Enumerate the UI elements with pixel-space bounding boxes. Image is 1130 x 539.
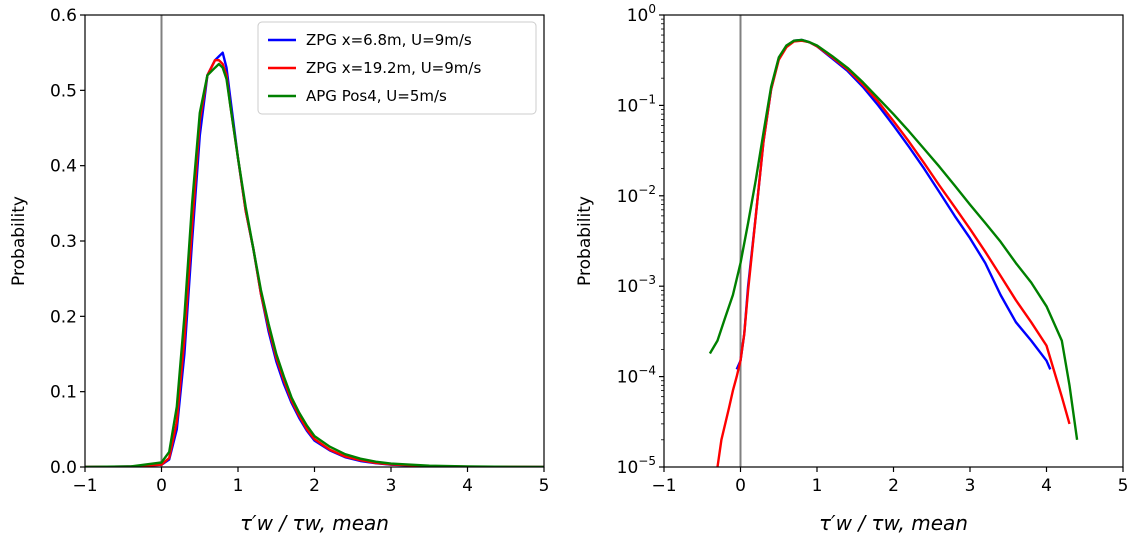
x-tick-label: 2 bbox=[309, 476, 320, 496]
series-line-3 bbox=[708, 38, 1079, 440]
x-tick-label: 3 bbox=[965, 476, 976, 496]
series-line-2 bbox=[716, 39, 1071, 467]
tick-exponent: 0 bbox=[648, 2, 656, 16]
legend-box bbox=[257, 21, 537, 115]
x-tick-label: 4 bbox=[462, 476, 473, 496]
x-tick-label: 4 bbox=[1041, 476, 1052, 496]
legend-entry: ZPG x=19.2m, U=9m/s bbox=[306, 59, 481, 77]
legend-entry: APG Pos4, U=5m/s bbox=[306, 87, 447, 105]
tick-exponent: −5 bbox=[638, 454, 656, 468]
legend-entry: ZPG x=6.8m, U=9m/s bbox=[306, 31, 472, 49]
series-line-2 bbox=[85, 59, 544, 467]
y-tick-label: 0.3 bbox=[50, 232, 77, 252]
x-tick-label: 1 bbox=[233, 476, 244, 496]
x-tick-label: 1 bbox=[812, 476, 823, 496]
tick-base: 10 bbox=[617, 187, 639, 207]
tick-base: 10 bbox=[617, 458, 639, 478]
x-axis-label: τ′w / τw, mean bbox=[819, 511, 968, 535]
y-tick-label: 10−4 bbox=[617, 364, 656, 388]
tick-exponent: −3 bbox=[638, 273, 656, 287]
y-axis-label: Probability bbox=[575, 196, 595, 286]
tick-exponent: −2 bbox=[638, 183, 656, 197]
y-tick-label: 10−1 bbox=[617, 92, 656, 116]
x-tick-label: 5 bbox=[1118, 476, 1129, 496]
series-line-1 bbox=[85, 51, 544, 467]
x-tick-label: −1 bbox=[72, 476, 97, 496]
y-tick-label: 0.6 bbox=[50, 6, 77, 26]
tick-base: 10 bbox=[627, 6, 649, 26]
y-tick-label: 10−5 bbox=[617, 454, 656, 478]
tick-exponent: −4 bbox=[638, 364, 656, 378]
x-axis-label: τ′w / τw, mean bbox=[240, 511, 389, 535]
y-tick-label: 0.4 bbox=[50, 157, 77, 177]
y-tick-label: 0.2 bbox=[50, 307, 77, 327]
x-tick-label: 2 bbox=[888, 476, 899, 496]
plot-area bbox=[85, 15, 544, 467]
tick-exponent: −1 bbox=[638, 92, 656, 106]
tick-base: 10 bbox=[617, 277, 639, 297]
y-tick-label: 0.1 bbox=[50, 383, 77, 403]
legend: ZPG x=6.8m, U=9m/s ZPG x=19.2m, U=9m/s APG… bbox=[257, 21, 537, 115]
y-tick-label: 10−3 bbox=[617, 273, 656, 297]
x-tick-label: 0 bbox=[156, 476, 167, 496]
plot-area bbox=[708, 15, 1079, 467]
tick-base: 10 bbox=[617, 368, 639, 388]
x-tick-label: −1 bbox=[651, 476, 676, 496]
chart-1: −1 0 1 2 3 4 5 0.0 0.1 0.2 0.3 0.4 0.5 0.6 τ′w / τw, m… bbox=[9, 6, 549, 535]
axes-frame bbox=[663, 14, 1124, 468]
y-tick-label: 100 bbox=[627, 2, 656, 26]
tick-base: 10 bbox=[617, 96, 639, 116]
series-line-3 bbox=[85, 62, 544, 467]
y-tick-label: 10−2 bbox=[617, 183, 656, 207]
y-tick-label: 0.5 bbox=[50, 81, 77, 101]
x-tick-label: 0 bbox=[735, 476, 746, 496]
series-line-1 bbox=[735, 38, 1052, 370]
y-axis-label: Probability bbox=[9, 196, 29, 286]
y-tick-label: 0.0 bbox=[50, 458, 77, 478]
x-tick-label: 3 bbox=[386, 476, 397, 496]
x-tick-label: 5 bbox=[539, 476, 550, 496]
